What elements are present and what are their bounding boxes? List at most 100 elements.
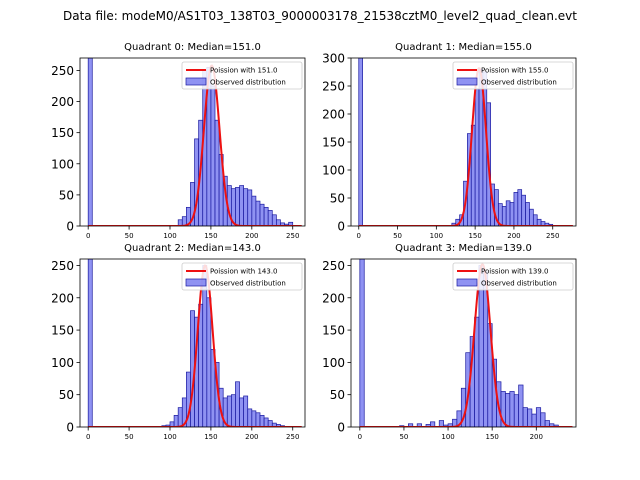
x-tick-label: 150 (204, 433, 217, 441)
x-tick-label: 100 (441, 433, 454, 441)
y-tick-label: 100 (51, 356, 74, 370)
quadrant-3-panel: Quadrant 3: Median=139.0 0 50 100 150 200 0 50 1… (322, 243, 577, 441)
y-tick-label: 150 (322, 136, 345, 150)
quadrant-0-panel: Quadrant 0: Median=151.0 0 50 100 150 200 250 0… (51, 42, 306, 240)
histogram-bar (535, 407, 542, 427)
histogram-bar (529, 208, 534, 226)
y-tick-label: 200 (51, 291, 74, 305)
quadrant-0-plot-area (87, 58, 302, 226)
quadrant-3-axes-frame (350, 258, 577, 428)
x-tick-label: 150 (485, 433, 498, 441)
legend-box (452, 61, 574, 90)
x-tick-label: 0 (86, 433, 90, 441)
quadrant-2-legend: Poission with 143.0 Observed distribution (181, 262, 303, 291)
x-tick-label: 50 (125, 433, 134, 441)
y-tick-label: 250 (322, 80, 345, 94)
poisson-fit-line (359, 262, 573, 427)
x-tick-label: 0 (357, 232, 361, 240)
histogram-bar (239, 397, 244, 427)
histogram-bar (267, 210, 273, 226)
y-tick-label: 150 (322, 324, 345, 338)
x-tick-label: 100 (430, 232, 443, 240)
quadrant-0-title: Quadrant 0: Median=151.0 (124, 42, 261, 53)
y-tick-label: 50 (330, 388, 345, 402)
y-tick-label: 250 (51, 64, 74, 78)
histogram-bar (247, 408, 253, 427)
histogram-bar (540, 412, 546, 427)
histogram-bar (525, 202, 530, 226)
histogram-bar (505, 200, 511, 226)
histogram-bar (243, 188, 249, 226)
y-tick-label: 300 (322, 52, 345, 66)
x-tick-label: 150 (204, 232, 217, 240)
poisson-fit-line (88, 64, 302, 226)
y-tick-label: 50 (330, 192, 345, 206)
x-tick-label: 50 (125, 232, 134, 240)
legend-label-fit: Poission with 155.0 (481, 67, 549, 75)
legend-bar-swatch (185, 278, 207, 287)
histogram-bar (251, 195, 257, 226)
histogram-bar (177, 407, 183, 427)
histogram-bar (517, 189, 523, 226)
quadrant-2-plot-area (87, 259, 302, 427)
histogram-bar (513, 192, 519, 226)
y-tick-label: 200 (322, 108, 345, 122)
x-tick-label: 200 (245, 433, 258, 441)
x-tick-label: 200 (530, 433, 543, 441)
y-tick-label: 150 (51, 126, 74, 140)
y-tick-label: 100 (322, 356, 345, 370)
x-tick-label: 100 (163, 232, 176, 240)
histogram-bar (235, 381, 240, 427)
poisson-fit-line (88, 264, 302, 427)
histogram-bar (474, 316, 480, 427)
y-tick-label: 50 (59, 388, 74, 402)
legend-label-observed: Observed distribution (210, 280, 286, 288)
histogram-bar (243, 395, 249, 427)
x-tick-label: 0 (86, 232, 90, 240)
x-tick-label: 250 (286, 433, 299, 441)
legend-bar-swatch (456, 278, 478, 287)
y-tick-label: 0 (66, 421, 74, 435)
histogram-bar (87, 58, 93, 226)
legend-label-fit: Poission with 143.0 (210, 268, 278, 276)
histogram-bar (513, 394, 519, 427)
quadrant-2-panel: Quadrant 2: Median=143.0 0 50 100 150 200 250 0… (51, 243, 306, 441)
quadrant-1-legend: Poission with 155.0 Observed distribution (452, 61, 574, 90)
x-tick-label: 150 (468, 232, 481, 240)
quadrant-0-legend: Poission with 151.0 Observed distribution (181, 61, 303, 90)
histogram-bar (358, 58, 363, 226)
x-tick-label: 200 (245, 232, 258, 240)
poisson-fit-line (358, 67, 573, 226)
y-tick-label: 50 (59, 188, 74, 202)
x-tick-label: 50 (399, 433, 408, 441)
legend-box (181, 262, 303, 291)
histogram-bar (231, 394, 236, 427)
panels: Quadrant 0: Median=151.0 0 50 100 150 200 250 0… (51, 42, 577, 441)
histogram-bar (531, 413, 537, 427)
histogram-bar (527, 408, 533, 427)
histogram-bar (255, 200, 261, 226)
x-tick-label: 200 (507, 232, 520, 240)
y-tick-label: 100 (322, 164, 345, 178)
legend-label-observed: Observed distribution (210, 79, 286, 87)
histogram-bar (235, 187, 240, 226)
histogram-bar (509, 391, 515, 427)
quadrant-3-plot-area (359, 259, 573, 427)
histogram-bar (87, 259, 93, 427)
quadrant-2-title: Quadrant 2: Median=143.0 (124, 243, 261, 254)
histogram-bar (263, 417, 269, 427)
histogram-bar (521, 194, 526, 226)
quadrant-1-panel: Quadrant 1: Median=155.0 0 50 100 150 200 250 0… (322, 42, 577, 240)
histogram-bar (259, 203, 265, 226)
legend-bar-swatch (456, 77, 478, 86)
legend-label-observed: Observed distribution (481, 79, 557, 87)
histogram-bar (536, 218, 542, 226)
y-tick-label: 0 (337, 220, 345, 234)
legend-bar-swatch (185, 77, 207, 86)
histogram-bar (251, 410, 257, 427)
histogram-bar (532, 214, 538, 226)
y-tick-label: 0 (66, 220, 74, 234)
histogram-bar (271, 214, 277, 226)
histogram-bar (518, 384, 524, 427)
